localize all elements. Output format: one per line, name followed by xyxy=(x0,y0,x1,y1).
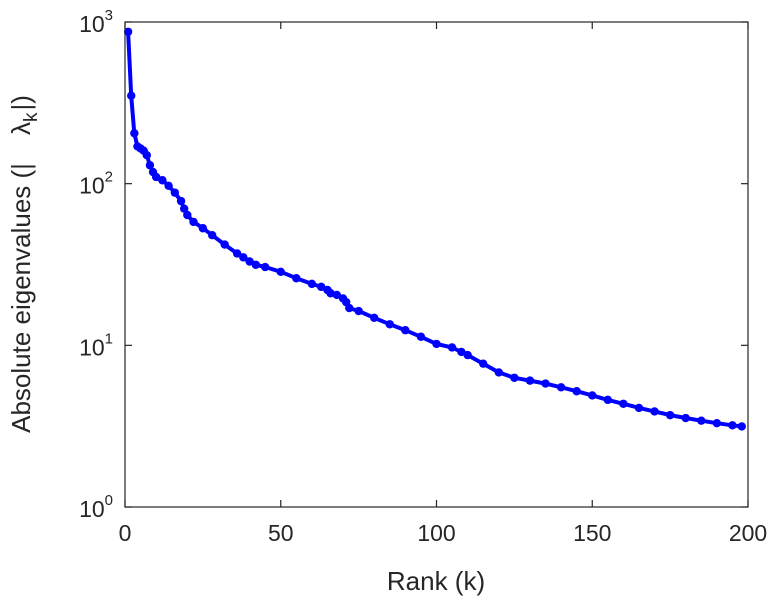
data-point xyxy=(457,347,466,357)
data-point xyxy=(292,274,301,283)
data-point xyxy=(130,129,139,138)
ticks-layer xyxy=(124,21,749,508)
data-point xyxy=(220,240,229,249)
x-tick-label: 100 xyxy=(417,520,455,546)
data-point xyxy=(276,267,285,277)
plot-frame xyxy=(124,21,749,508)
data-point xyxy=(145,161,155,170)
data-point xyxy=(525,376,535,385)
data-point xyxy=(127,91,136,100)
data-point xyxy=(479,359,488,368)
data-point xyxy=(251,260,261,269)
data-point xyxy=(123,27,133,36)
data-point xyxy=(665,410,675,420)
data-point xyxy=(170,188,180,197)
data-point xyxy=(697,416,706,425)
data-point xyxy=(541,379,550,388)
y-tick-exponent: 3 xyxy=(105,7,113,24)
data-point xyxy=(260,262,270,272)
data-point xyxy=(572,387,581,396)
series-line xyxy=(126,31,743,429)
y-tick-base: 10 xyxy=(79,11,105,37)
data-point xyxy=(142,150,152,160)
data-point xyxy=(307,279,317,289)
data-point xyxy=(712,418,722,428)
y-tick-base: 10 xyxy=(79,496,105,522)
data-point xyxy=(634,403,644,413)
y-tick-exponent: 0 xyxy=(105,492,113,509)
y-tick-exponent: 1 xyxy=(105,330,113,347)
data-point xyxy=(447,343,457,352)
data-point xyxy=(239,253,248,262)
data-point xyxy=(370,313,379,323)
data-point xyxy=(232,249,242,258)
data-point xyxy=(151,172,161,182)
y-tick-label: 101 xyxy=(79,330,113,360)
data-point xyxy=(416,332,426,341)
x-tick-label: 150 xyxy=(573,520,611,546)
y-axis-label-suffix: |) xyxy=(6,95,36,110)
data-point xyxy=(158,176,167,185)
data-point xyxy=(354,306,363,316)
y-tick-label: 100 xyxy=(79,492,113,522)
data-point xyxy=(332,290,342,300)
x-tick-label: 0 xyxy=(119,520,132,546)
x-tick-labels: 0 50 100 150 200 xyxy=(119,520,768,546)
data-point xyxy=(345,303,354,313)
data-point xyxy=(401,326,410,335)
data-point xyxy=(510,373,519,382)
data-point xyxy=(183,210,192,220)
y-tick-base: 10 xyxy=(79,334,105,360)
data-point xyxy=(463,350,472,360)
data-point xyxy=(588,391,597,400)
data-point xyxy=(176,196,186,206)
data-point xyxy=(385,320,394,329)
series-layer xyxy=(123,27,746,431)
x-axis-label: Rank (k) xyxy=(387,566,485,596)
y-axis-label-lambda: λ xyxy=(6,122,36,135)
data-point xyxy=(619,399,628,408)
data-point xyxy=(494,368,503,377)
y-axis-label: Absolute eigenvalues (| λk |) xyxy=(6,95,42,433)
data-point xyxy=(189,217,198,227)
data-point xyxy=(179,204,189,213)
y-tick-base: 10 xyxy=(79,173,105,199)
data-point xyxy=(208,230,217,240)
y-tick-label: 102 xyxy=(79,169,113,199)
data-point xyxy=(198,224,208,233)
y-tick-exponent: 2 xyxy=(105,169,113,186)
data-point xyxy=(728,421,737,430)
data-point xyxy=(737,422,746,431)
x-tick-label: 200 xyxy=(729,520,767,546)
data-point xyxy=(245,257,254,266)
data-point xyxy=(650,407,659,416)
data-point xyxy=(432,339,441,349)
x-tick-label: 50 xyxy=(268,520,294,546)
data-point xyxy=(317,282,326,292)
data-point xyxy=(603,395,613,405)
data-point xyxy=(681,413,690,423)
data-point xyxy=(164,181,173,191)
y-axis-label-subscript: k xyxy=(21,112,42,122)
y-axis-label-text: Absolute eigenvalues (| λk |) xyxy=(6,95,42,433)
y-axis-label-prefix: Absolute eigenvalues (| xyxy=(6,163,36,433)
y-tick-label: 103 xyxy=(79,7,113,37)
data-point xyxy=(556,383,566,392)
